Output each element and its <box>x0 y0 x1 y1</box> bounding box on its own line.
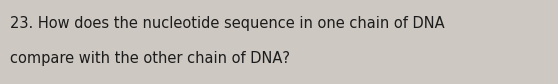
Text: 23. How does the nucleotide sequence in one chain of DNA: 23. How does the nucleotide sequence in … <box>10 16 445 31</box>
Text: compare with the other chain of DNA?: compare with the other chain of DNA? <box>10 51 290 66</box>
